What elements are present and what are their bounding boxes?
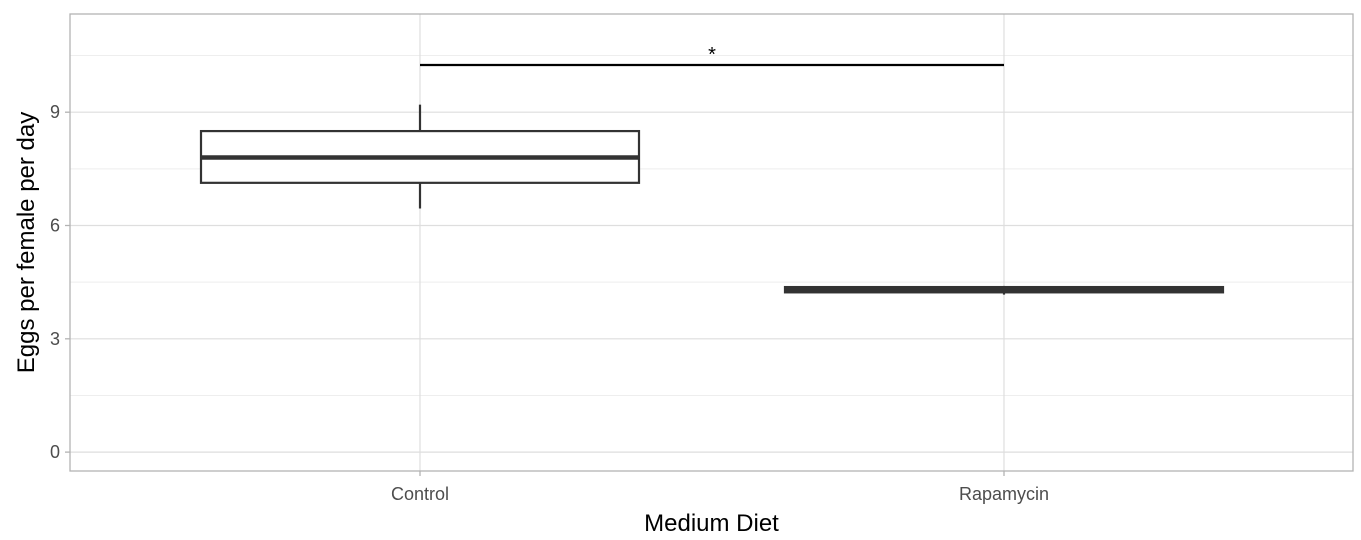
y-tick-label: 6 bbox=[50, 216, 60, 236]
grid bbox=[70, 14, 1353, 471]
y-tick-label: 0 bbox=[50, 442, 60, 462]
x-axis-ticks: Control Rapamycin bbox=[391, 471, 1049, 504]
x-tick-label: Rapamycin bbox=[959, 484, 1049, 504]
x-tick-label: Control bbox=[391, 484, 449, 504]
y-axis-title: Eggs per female per day bbox=[13, 112, 40, 373]
significance-label: * bbox=[708, 44, 716, 66]
y-tick-label: 3 bbox=[50, 329, 60, 349]
panel-border bbox=[69, 13, 1354, 472]
x-axis-title: Medium Diet bbox=[644, 510, 779, 535]
y-axis-ticks: 0 3 6 9 bbox=[50, 102, 70, 462]
boxes bbox=[199, 104, 1225, 295]
significance-annotation: * bbox=[420, 44, 1004, 67]
box-control bbox=[199, 104, 641, 209]
y-tick-label: 9 bbox=[50, 102, 60, 122]
box-rapamycin bbox=[783, 285, 1225, 295]
